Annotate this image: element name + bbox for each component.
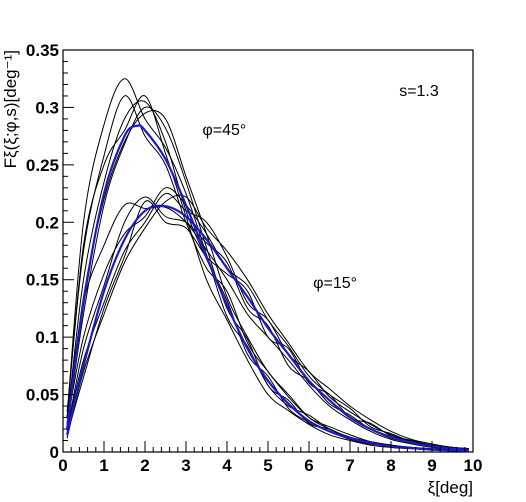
chart-annotation: φ=15° [313,275,357,292]
series-line-sample-45-4 [66,106,469,452]
series-line-sample-45-6 [66,110,469,452]
x-tick-label: 3 [181,456,190,475]
y-tick-label: 0.05 [26,386,59,405]
x-tick-label: 1 [99,456,108,475]
axes-layer: 0 1 2 3 4 5 6 7 8 9 10 0 0.05 0.1 0.15 0.2 0.25 0.3 0.35 [26,41,483,475]
series-line-sample-15-11 [66,187,469,451]
series-line-mean-45-0 [66,124,469,452]
y-tick-label: 0.2 [35,213,59,232]
series-line-sample-15-13 [66,194,469,450]
series-line-sample-45-7 [66,95,469,452]
y-tick-label: 0.1 [35,328,59,347]
series-line-sample-15-9 [66,193,469,450]
x-tick-label: 8 [386,456,395,475]
x-tick-label: 2 [140,456,149,475]
x-tick-label: 9 [427,456,436,475]
chart-annotation: s=1.3 [399,83,439,100]
series-line-mean-15-1 [66,204,469,451]
x-tick-label: 7 [345,456,354,475]
x-tick-label: 4 [222,456,232,475]
x-tick-label: 5 [263,456,272,475]
series-line-sample-45-5 [66,95,469,452]
x-tick-label: 0 [58,456,67,475]
y-axis-label: Fξ(ξ;φ,s)[deg⁻¹] [1,50,20,168]
y-tick-label: 0.35 [26,41,59,60]
series-layer [66,78,469,452]
x-tick-label: 6 [304,456,313,475]
x-axis-label: ξ[deg] [428,478,473,497]
annotations: s=1.3 φ=45° φ=15° [202,83,438,292]
y-tick-label: 0.3 [35,98,59,117]
x-tick-label: 10 [464,456,483,475]
y-tick-label: 0.25 [26,156,59,175]
series-line-sample-45-3 [66,100,469,452]
chart-annotation: φ=45° [202,122,246,139]
y-tick-label: 0 [50,443,59,462]
y-tick-label: 0.15 [26,271,59,290]
